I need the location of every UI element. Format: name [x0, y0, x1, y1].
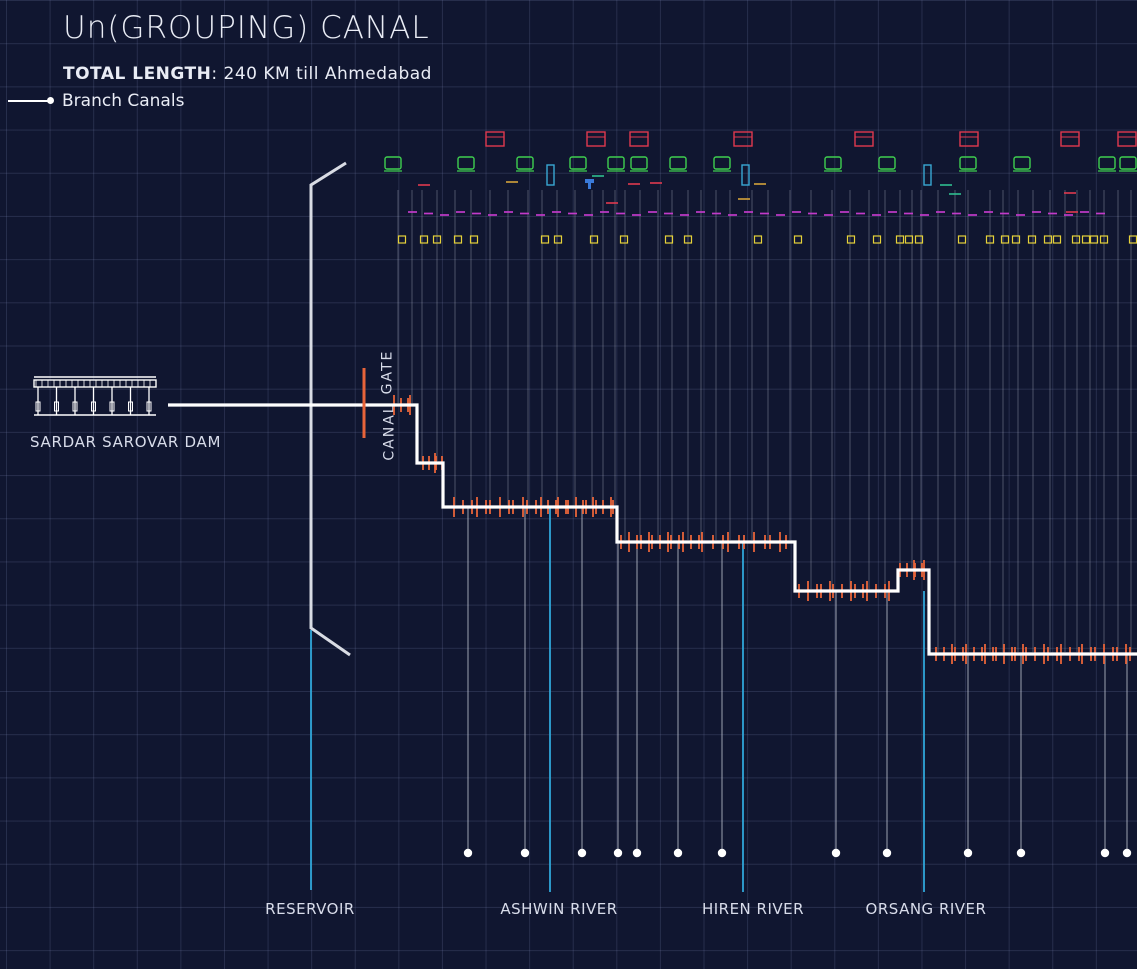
river-label-orsang: ORSANG RIVER [865, 900, 987, 918]
vehicle-icon [607, 156, 625, 170]
village-icon [589, 235, 599, 244]
village-icon [553, 235, 563, 244]
village-icon [1099, 235, 1109, 244]
village-icon [469, 235, 479, 244]
offtakes [393, 395, 1131, 664]
river-label-hiren: HIREN RIVER [701, 900, 805, 918]
factory-icon [485, 131, 505, 147]
village-icon [1089, 235, 1099, 244]
vehicle-icon [630, 156, 648, 170]
dam-label: SARDAR SAROVAR DAM [30, 433, 222, 451]
village-icon [1071, 235, 1081, 244]
rivers [310, 507, 925, 892]
branch-canal-endpoint [831, 848, 841, 858]
village-icon [895, 235, 905, 244]
village-icon [419, 235, 429, 244]
dam-gate-slot [35, 401, 41, 412]
factory-icon [586, 131, 606, 147]
village-icon [753, 235, 763, 244]
vehicle-icon [669, 156, 687, 170]
village-icon [985, 235, 995, 244]
dam-gate-slot [109, 401, 115, 412]
village-icon [1043, 235, 1053, 244]
vehicle-icon [384, 156, 402, 170]
village-icon [540, 235, 550, 244]
dam-gate-slot [146, 401, 152, 412]
vehicle-icon [569, 156, 587, 170]
vehicle-icon [457, 156, 475, 170]
branch-canal-endpoint [632, 848, 642, 858]
branch-canal-endpoint [1122, 848, 1132, 858]
dam-gate-slot [72, 401, 78, 412]
village-icon [904, 235, 914, 244]
factory-icon [854, 131, 874, 147]
factory-icon [1117, 131, 1137, 147]
village-icon [914, 235, 924, 244]
main-canal [168, 403, 1137, 656]
village-icon [397, 235, 407, 244]
branch-canal-endpoint [1016, 848, 1026, 858]
reservoir-bracket [309, 161, 351, 657]
village-icon [619, 235, 629, 244]
vehicle-icon [516, 156, 534, 170]
vehicle-icon [878, 156, 896, 170]
village-icon [1081, 235, 1091, 244]
branch-canal-endpoint [673, 848, 683, 858]
branch-canals [397, 190, 1132, 858]
village-icon [846, 235, 856, 244]
village-icon [872, 235, 882, 244]
dam-gate-slot [128, 401, 133, 412]
vehicle-icon [824, 156, 842, 170]
river-label-reservoir: RESERVOIR [265, 900, 355, 918]
branch-canals-legend-label: Branch Canals [62, 91, 185, 111]
dam-gate-slot [91, 401, 96, 412]
vehicle-icon [959, 156, 977, 170]
branch-canal-endpoint [1100, 848, 1110, 858]
branch-canal-endpoint [882, 848, 892, 858]
factory-icon [733, 131, 753, 147]
total-length-label: TOTAL LENGTH [63, 64, 212, 84]
main-canal-line [168, 403, 1137, 656]
village-icon [1000, 235, 1010, 244]
dam-gate-slot [54, 401, 59, 412]
village-icon [432, 235, 442, 244]
total-length-line: TOTAL LENGTH: 240 KM till Ahmedabad [63, 64, 432, 84]
village-icon [793, 235, 803, 244]
branch-canal-endpoint [963, 848, 973, 858]
village-icon [1128, 235, 1137, 244]
branch-canal-endpoint [520, 848, 530, 858]
page-title: Un(GROUPING) CANAL [63, 10, 430, 46]
silo-icon [923, 164, 932, 186]
vehicle-icon [713, 156, 731, 170]
factory-icon [959, 131, 979, 147]
landuse-icons [384, 131, 1137, 244]
branch-canal-endpoint [577, 848, 587, 858]
vehicle-icon [1013, 156, 1031, 170]
silo-icon [741, 164, 750, 186]
vehicle-icon [1119, 156, 1137, 170]
silo-icon [546, 164, 555, 186]
factory-icon [629, 131, 649, 147]
water-tower-stem [588, 183, 591, 189]
legend: Branch Canals [8, 91, 184, 111]
reservoir [309, 161, 351, 657]
branch-canal-legend-icon [8, 97, 54, 104]
river-label-ashwin: ASHWIN RIVER [500, 900, 618, 918]
village-icon [1052, 235, 1062, 244]
branch-canal-endpoint [717, 848, 727, 858]
water-tower-icon [585, 179, 594, 183]
village-icon [957, 235, 967, 244]
vehicle-icon [1098, 156, 1116, 170]
village-icon [1011, 235, 1021, 244]
branch-canal-endpoint [463, 848, 473, 858]
village-icon [664, 235, 674, 244]
dam-icon [33, 376, 157, 416]
village-icon [1027, 235, 1037, 244]
village-icon [683, 235, 693, 244]
branch-canal-endpoint [613, 848, 623, 858]
village-icon [453, 235, 463, 244]
factory-icon [1060, 131, 1080, 147]
total-length-value: : 240 KM till Ahmedabad [211, 64, 432, 84]
